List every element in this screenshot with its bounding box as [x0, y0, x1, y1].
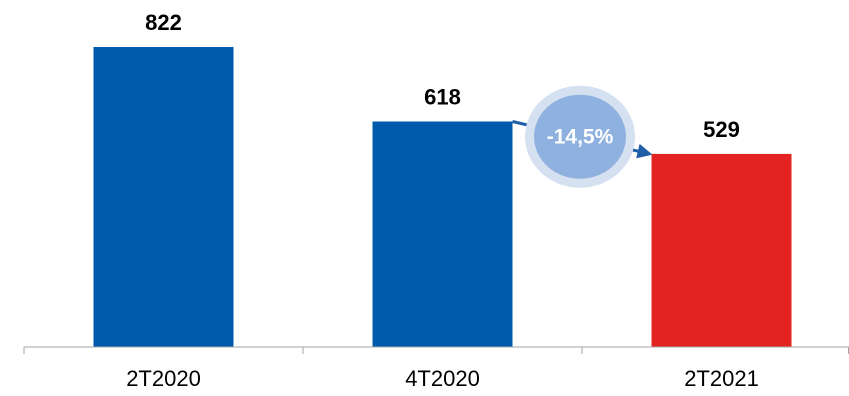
change-percent-label: -14,5%: [547, 126, 614, 149]
x-tick-labels: 2T2020 4T2020 2T2021: [126, 366, 759, 391]
bar-4T2020: [372, 121, 513, 347]
change-badge: [534, 94, 626, 179]
value-labels-layer: 822 618 529: [145, 10, 740, 142]
bars-layer: [93, 47, 792, 347]
x-tick-label-4T2020: 4T2020: [405, 366, 480, 391]
data-label-4T2020: 618: [424, 85, 461, 110]
x-axis: [23, 346, 849, 354]
bar-2T2020: [93, 47, 234, 347]
x-tick-label-2T2021: 2T2021: [684, 366, 759, 391]
bar-2T2021: [651, 153, 792, 347]
x-tick-label-2T2020: 2T2020: [126, 366, 201, 391]
data-label-2T2021: 529: [703, 117, 740, 142]
change-annotation: -14,5%: [512, 85, 653, 188]
data-label-2T2020: 822: [145, 10, 182, 35]
